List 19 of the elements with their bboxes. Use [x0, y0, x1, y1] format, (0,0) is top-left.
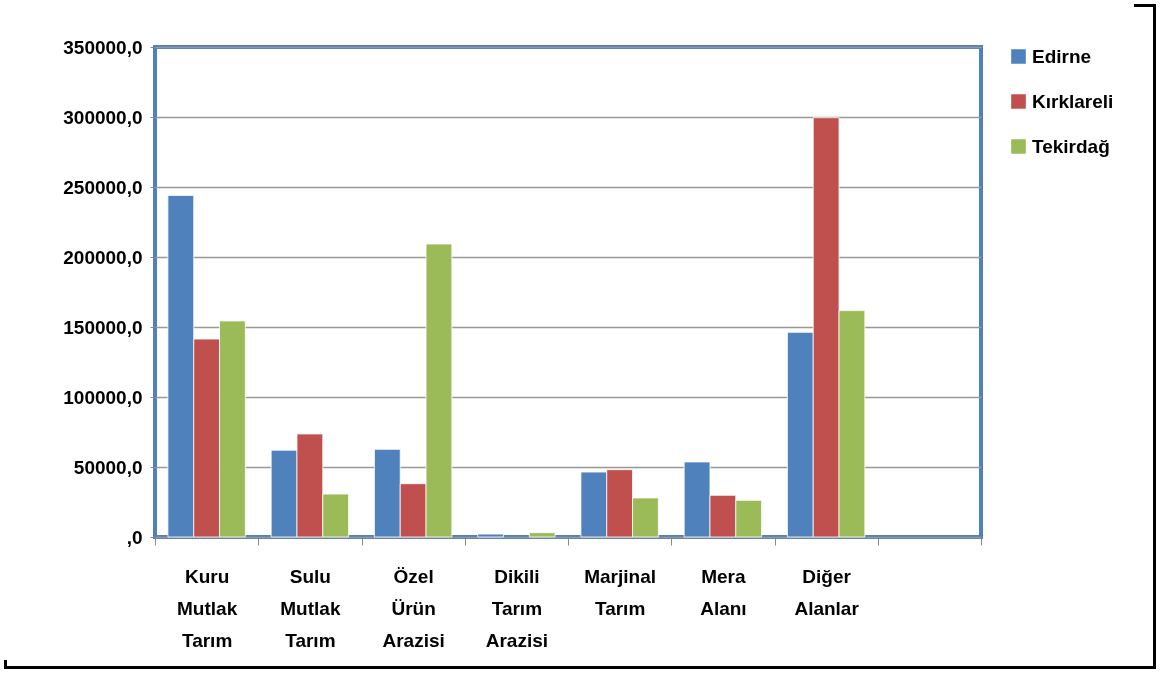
y-tick-label: 350000,0: [63, 36, 143, 58]
x-tick-label: Sulu Mutlak Tarım: [280, 565, 341, 651]
y-tick-label: 100000,0: [63, 386, 143, 408]
x-tick-label: Diğer Alanlar: [794, 565, 860, 619]
y-tick-label: 50000,0: [73, 456, 143, 478]
y-tick-label: 250000,0: [63, 176, 143, 198]
legend-label: Tekirdağ: [1032, 135, 1110, 157]
legend-label: Kırklareli: [1032, 90, 1114, 112]
x-tick-label: Kuru Mutlak Tarım: [177, 565, 238, 651]
bar: [528, 532, 556, 538]
y-tick-label: 200000,0: [63, 246, 143, 268]
x-tick-label: Dikili Tarım Arazisi: [485, 565, 549, 651]
x-tick-label: Marjinal Tarım: [584, 565, 657, 619]
legend-label: Edirne: [1032, 45, 1092, 67]
x-tick-label: Özel Ürün Arazisi: [382, 565, 445, 651]
y-tick-label: ,0: [126, 526, 143, 548]
y-tick-label: 150000,0: [63, 316, 143, 338]
x-tick-label: Mera Alanı: [700, 565, 747, 619]
y-tick-label: 300000,0: [63, 106, 143, 128]
